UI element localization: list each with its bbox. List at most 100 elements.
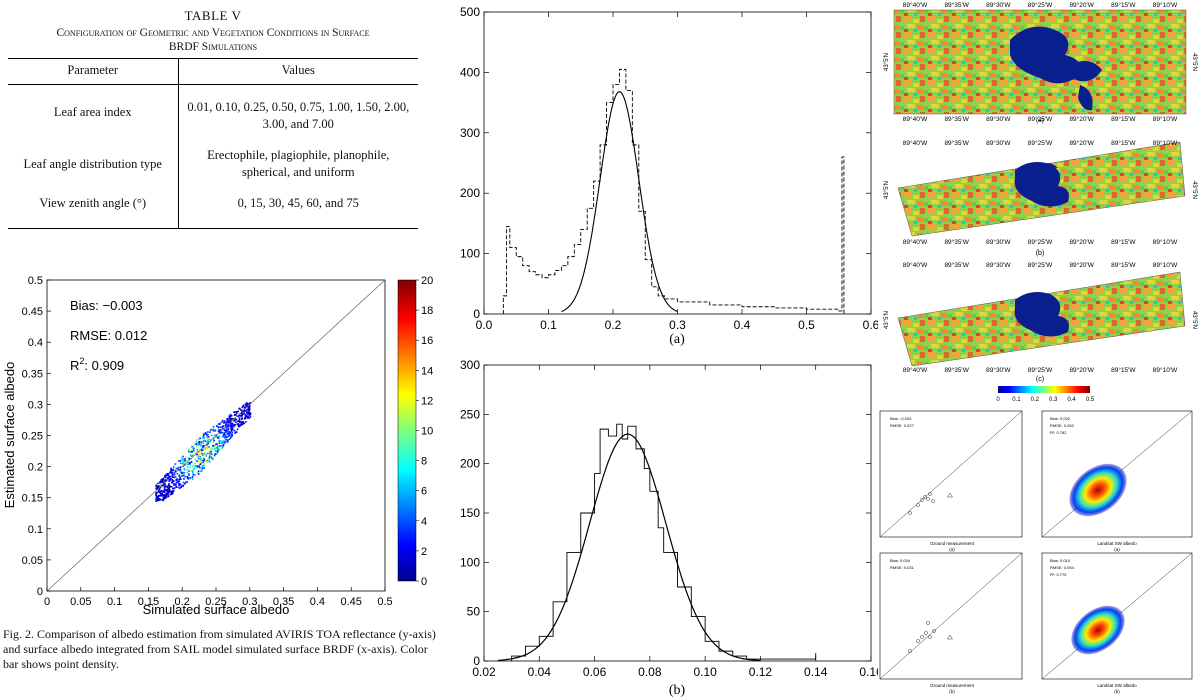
gaussian-fit-curve bbox=[497, 433, 761, 662]
density-point bbox=[198, 464, 201, 467]
density-point bbox=[190, 457, 193, 460]
density-point bbox=[173, 473, 176, 476]
density-point bbox=[213, 439, 215, 442]
density-point bbox=[231, 422, 234, 425]
y-tick-label: 0.35 bbox=[22, 368, 43, 380]
density-point bbox=[179, 468, 182, 471]
density-point bbox=[205, 433, 208, 436]
density-point bbox=[175, 479, 178, 481]
density-point bbox=[197, 441, 199, 444]
longitude-tick-label: 89°10'W bbox=[1153, 238, 1178, 246]
density-point bbox=[179, 477, 181, 479]
density-point bbox=[165, 494, 167, 497]
density-point bbox=[174, 483, 177, 486]
density-point bbox=[166, 473, 169, 475]
density-point bbox=[188, 457, 191, 460]
density-point bbox=[226, 439, 229, 441]
density-point bbox=[164, 494, 166, 497]
density-point bbox=[179, 484, 182, 486]
density-point bbox=[157, 494, 160, 497]
density-point bbox=[246, 408, 248, 411]
density-point bbox=[168, 479, 171, 481]
density-point bbox=[237, 424, 240, 427]
density-point bbox=[199, 461, 202, 463]
density-point bbox=[221, 426, 224, 429]
density-point bbox=[200, 468, 203, 470]
density-point bbox=[221, 435, 224, 438]
x-tick-label: 0.4 bbox=[734, 318, 751, 332]
density-cloud bbox=[1069, 463, 1127, 517]
density-point bbox=[209, 429, 212, 431]
density-point bbox=[157, 482, 159, 485]
latitude-tick-label: 43°5'N bbox=[1191, 181, 1197, 199]
validation-panel-label: (b) bbox=[1114, 689, 1120, 694]
density-point bbox=[226, 420, 228, 423]
validation-bias: Bias: -0.003 bbox=[890, 416, 912, 421]
density-point bbox=[226, 426, 229, 428]
fig2-scatter-chart: 0 0.05 0.1 0.15 0.2 0.25 0.3 0.35 0.4 0.45 0.5 0 0.… bbox=[2, 275, 433, 617]
density-point bbox=[177, 467, 180, 469]
density-point bbox=[230, 435, 233, 438]
density-point bbox=[203, 464, 206, 467]
density-point bbox=[246, 403, 249, 405]
validation-panel-label: (a) bbox=[949, 547, 955, 552]
x-tick-label: 0.5 bbox=[798, 318, 815, 332]
bias-annotation: Bias: −0.003 bbox=[70, 298, 143, 313]
density-point bbox=[210, 434, 213, 437]
density-point bbox=[159, 498, 162, 501]
density-point bbox=[238, 407, 241, 410]
density-point bbox=[193, 447, 195, 450]
density-point bbox=[195, 460, 198, 462]
y-tick-label: 0.4 bbox=[28, 337, 43, 349]
lake-shape bbox=[1040, 163, 1058, 168]
density-point bbox=[156, 499, 159, 502]
longitude-tick-label: 89°10'W bbox=[1153, 366, 1178, 374]
density-point bbox=[158, 488, 161, 491]
density-point bbox=[211, 453, 213, 455]
density-point bbox=[172, 487, 174, 490]
density-point bbox=[161, 491, 164, 493]
density-point bbox=[227, 433, 229, 436]
density-point bbox=[191, 450, 193, 453]
density-point bbox=[249, 413, 252, 416]
density-point bbox=[171, 481, 174, 484]
y-tick-label: 300 bbox=[460, 126, 480, 140]
density-point bbox=[201, 446, 204, 448]
density-point bbox=[220, 444, 223, 447]
y-tick-label: 0.1 bbox=[28, 524, 43, 536]
density-point bbox=[189, 451, 192, 454]
longitude-tick-label: 89°40'W bbox=[903, 366, 928, 374]
density-point bbox=[230, 414, 233, 417]
density-point bbox=[233, 424, 236, 427]
density-point bbox=[173, 483, 175, 486]
density-point bbox=[160, 480, 163, 483]
density-point bbox=[226, 421, 228, 424]
density-point bbox=[238, 417, 241, 419]
figure-2-caption: Fig. 2. Comparison of albedo estimation … bbox=[3, 627, 436, 671]
table-caption: Configuration of Geometric and Vegetatio… bbox=[8, 26, 418, 54]
validation-r2: R²: 0.782 bbox=[1050, 430, 1067, 435]
colorbar-tick-label: 0 bbox=[421, 576, 427, 588]
density-point bbox=[208, 456, 211, 459]
y-tick-label: 0 bbox=[473, 654, 480, 668]
longitude-tick-label: 89°15'W bbox=[1111, 115, 1136, 123]
density-point bbox=[206, 453, 208, 455]
density-point bbox=[183, 461, 185, 463]
density-point bbox=[182, 459, 184, 462]
density-point bbox=[242, 421, 244, 424]
longitude-tick-label: 89°40'W bbox=[903, 139, 928, 147]
density-point bbox=[182, 484, 185, 487]
density-point bbox=[188, 474, 190, 476]
density-point bbox=[246, 411, 249, 414]
cell-parameter: Leaf angle distribution type bbox=[8, 140, 179, 188]
longitude-tick-label: 89°10'W bbox=[1153, 115, 1178, 123]
density-point bbox=[203, 459, 206, 461]
density-point bbox=[184, 475, 186, 478]
density-point bbox=[227, 419, 230, 422]
density-point bbox=[230, 419, 232, 422]
density-point bbox=[158, 497, 161, 500]
density-point bbox=[177, 481, 179, 484]
density-point bbox=[203, 457, 205, 460]
map-panel-label-c: (c) bbox=[1036, 376, 1044, 383]
y-tick-label: 0.15 bbox=[22, 493, 43, 505]
